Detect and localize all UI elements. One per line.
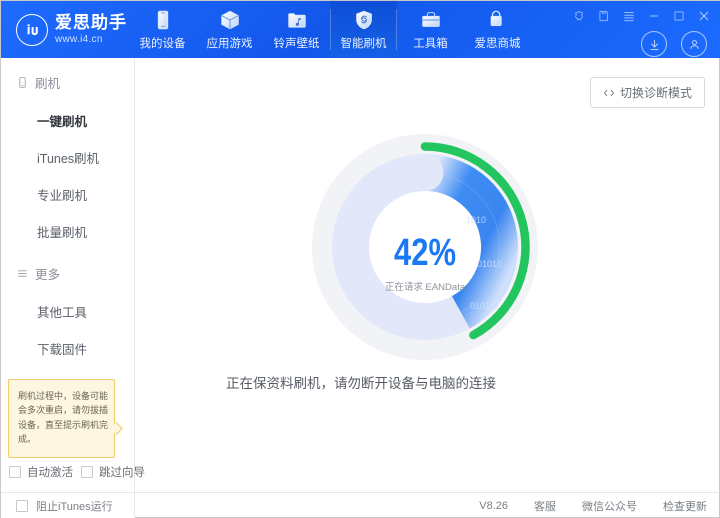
svg-text:010101: 010101 <box>470 301 500 311</box>
svg-text:1010: 1010 <box>466 215 486 225</box>
